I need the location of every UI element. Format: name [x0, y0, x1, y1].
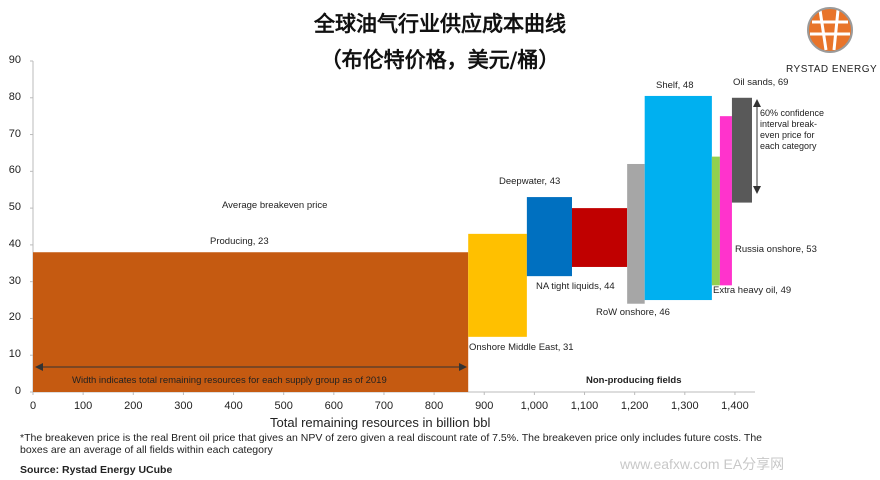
watermark: www.eafxw.com EA分享网 [620, 456, 785, 472]
supply-box [711, 156, 720, 286]
box-label: Producing, 23 [210, 236, 269, 247]
x-tick-label: 100 [73, 400, 93, 412]
y-tick-label: 70 [8, 127, 21, 140]
x-tick-label: 1,300 [671, 400, 699, 412]
supply-box [526, 197, 572, 277]
x-tick-label: 700 [374, 400, 394, 412]
y-tick-label: 40 [8, 237, 21, 250]
chart-subtitle: （布伦特价格，美元/桶） [320, 47, 560, 72]
box-label: Deepwater, 43 [499, 176, 561, 187]
annotation: 60% confidence interval break-even price… [760, 108, 825, 151]
supply-box [571, 208, 628, 267]
x-tick-label: 300 [174, 400, 193, 412]
box-label: Onshore Middle East, 31 [469, 342, 574, 353]
y-tick-label: 30 [8, 274, 21, 287]
plot-area [30, 60, 755, 395]
supply-box [719, 116, 732, 286]
logo-icon [807, 7, 853, 53]
source: Source: Rystad Energy UCube [20, 464, 173, 476]
y-tick-label: 0 [14, 385, 21, 397]
y-tick-label: 80 [8, 90, 21, 103]
supply-box [731, 97, 752, 203]
x-tick-label: 900 [475, 400, 494, 412]
logo-text: RYSTAD ENERGY [786, 64, 878, 75]
box-label: Extra heavy oil, 49 [713, 285, 792, 296]
supply-box [627, 163, 645, 304]
x-tick-label: 600 [324, 400, 343, 412]
y-tick-label: 50 [8, 201, 21, 214]
x-tick-label: 800 [424, 400, 444, 412]
y-tick-label: 20 [8, 311, 21, 324]
annotation: Non-producing fields [586, 375, 682, 386]
y-tick-label: 90 [8, 54, 21, 66]
box-label: RoW onshore, 46 [596, 307, 670, 318]
box-label: Shelf, 48 [656, 80, 694, 91]
box-label: Russia onshore, 53 [735, 244, 817, 255]
x-tick-label: 1,400 [721, 400, 749, 412]
supply-box [468, 233, 527, 337]
chart-title: 全球油气行业供应成本曲线 [314, 11, 566, 36]
box-label: Oil sands, 69 [733, 77, 789, 88]
footnote: *The breakeven price is the real Brent o… [20, 432, 763, 456]
x-tick-label: 200 [124, 400, 143, 412]
y-tick-label: 10 [8, 348, 21, 361]
annotation: Width indicates total remaining resource… [72, 375, 387, 386]
x-tick-label: 0 [29, 400, 37, 412]
x-axis-label: Total remaining resources in billion bbl [270, 415, 491, 430]
x-tick-label: 500 [274, 400, 293, 412]
supply-box [644, 95, 712, 301]
annotation: Average breakeven price [222, 200, 328, 211]
y-tick-label: 60 [8, 164, 21, 177]
x-tick-label: 400 [224, 400, 243, 412]
x-tick-label: 1,000 [520, 400, 549, 412]
x-tick-label: 1,200 [620, 400, 649, 412]
supply-box [33, 252, 469, 392]
box-label: NA tight liquids, 44 [536, 281, 615, 292]
x-tick-label: 1,100 [570, 400, 599, 412]
